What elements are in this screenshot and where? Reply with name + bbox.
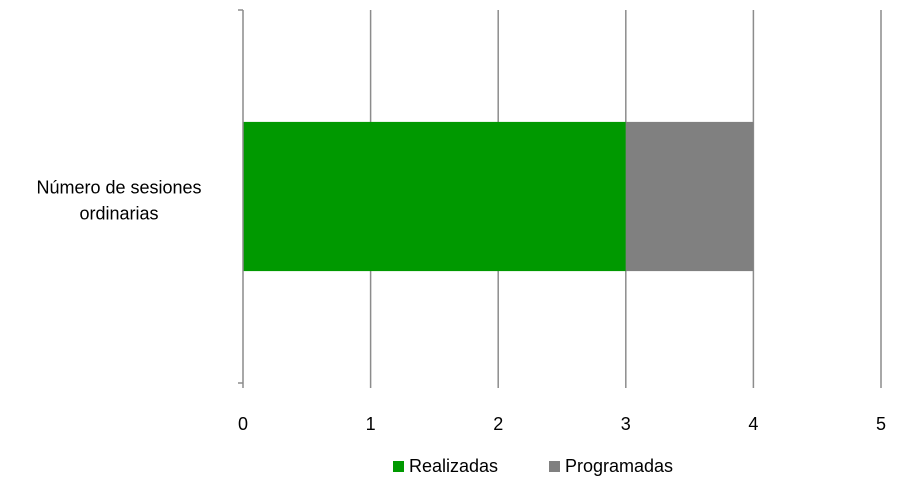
legend-label-realizadas: Realizadas <box>409 456 498 476</box>
x-tick-label-5: 5 <box>876 414 886 434</box>
x-tick-label-1: 1 <box>366 414 376 434</box>
legend-swatch-realizadas <box>393 461 404 472</box>
bar-realizadas-0 <box>243 121 626 272</box>
x-tick-label-3: 3 <box>621 414 631 434</box>
category-labels: Número de sesiones ordinarias <box>36 178 201 224</box>
x-tick-label-0: 0 <box>238 414 248 434</box>
x-tick-label-4: 4 <box>748 414 758 434</box>
bar-programadas-0 <box>625 121 754 272</box>
bars <box>243 121 754 272</box>
legend-label-programadas: Programadas <box>565 456 673 476</box>
legend: Realizadas Programadas <box>393 456 673 476</box>
x-tick-label-2: 2 <box>493 414 503 434</box>
category-label: Número de sesiones ordinarias <box>36 178 201 224</box>
legend-swatch-programadas <box>549 461 560 472</box>
axes: 0 1 2 3 4 5 <box>238 9 886 434</box>
